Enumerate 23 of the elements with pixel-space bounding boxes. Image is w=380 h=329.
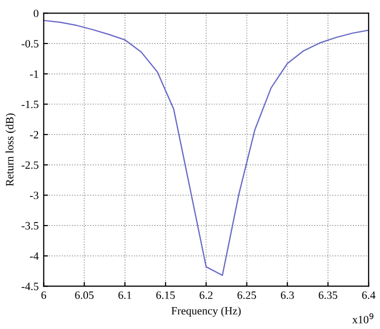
y-axis-title: Return loss (dB) [6,113,16,186]
text: x10$^{9}$ [352,313,374,324]
y-tick-label: -3.5 [22,222,38,230]
y-tick-label: -2 [30,131,38,138]
x-tick-label: 6.05 [75,291,94,299]
y-tick-label: -2.5 [22,161,38,169]
x-tick-label: 6.2 [200,291,212,299]
y-tick-label: -4 [30,252,39,260]
x-tick-label: 6.15 [156,291,175,299]
y-tick-label: -3 [30,192,38,200]
x-tick-label: 6 [41,291,46,299]
x-tick-label: 6.35 [318,291,338,299]
x-tick-label: 6.4 [362,291,376,299]
x-tick-label: 6.25 [238,291,256,299]
line-series [44,20,369,276]
y-tick-label: -1.5 [22,100,38,108]
x-tick-label: 6.3 [280,291,294,299]
y-tick-label: 0 [34,10,38,18]
y-tick-label: -1 [30,70,38,78]
y-tick-label: -0.5 [22,40,38,48]
x-tick-label: 6.1 [118,291,132,299]
y-tick-label: -4.5 [22,282,38,290]
x-axis-title: Frequency (Hz) [171,306,241,317]
